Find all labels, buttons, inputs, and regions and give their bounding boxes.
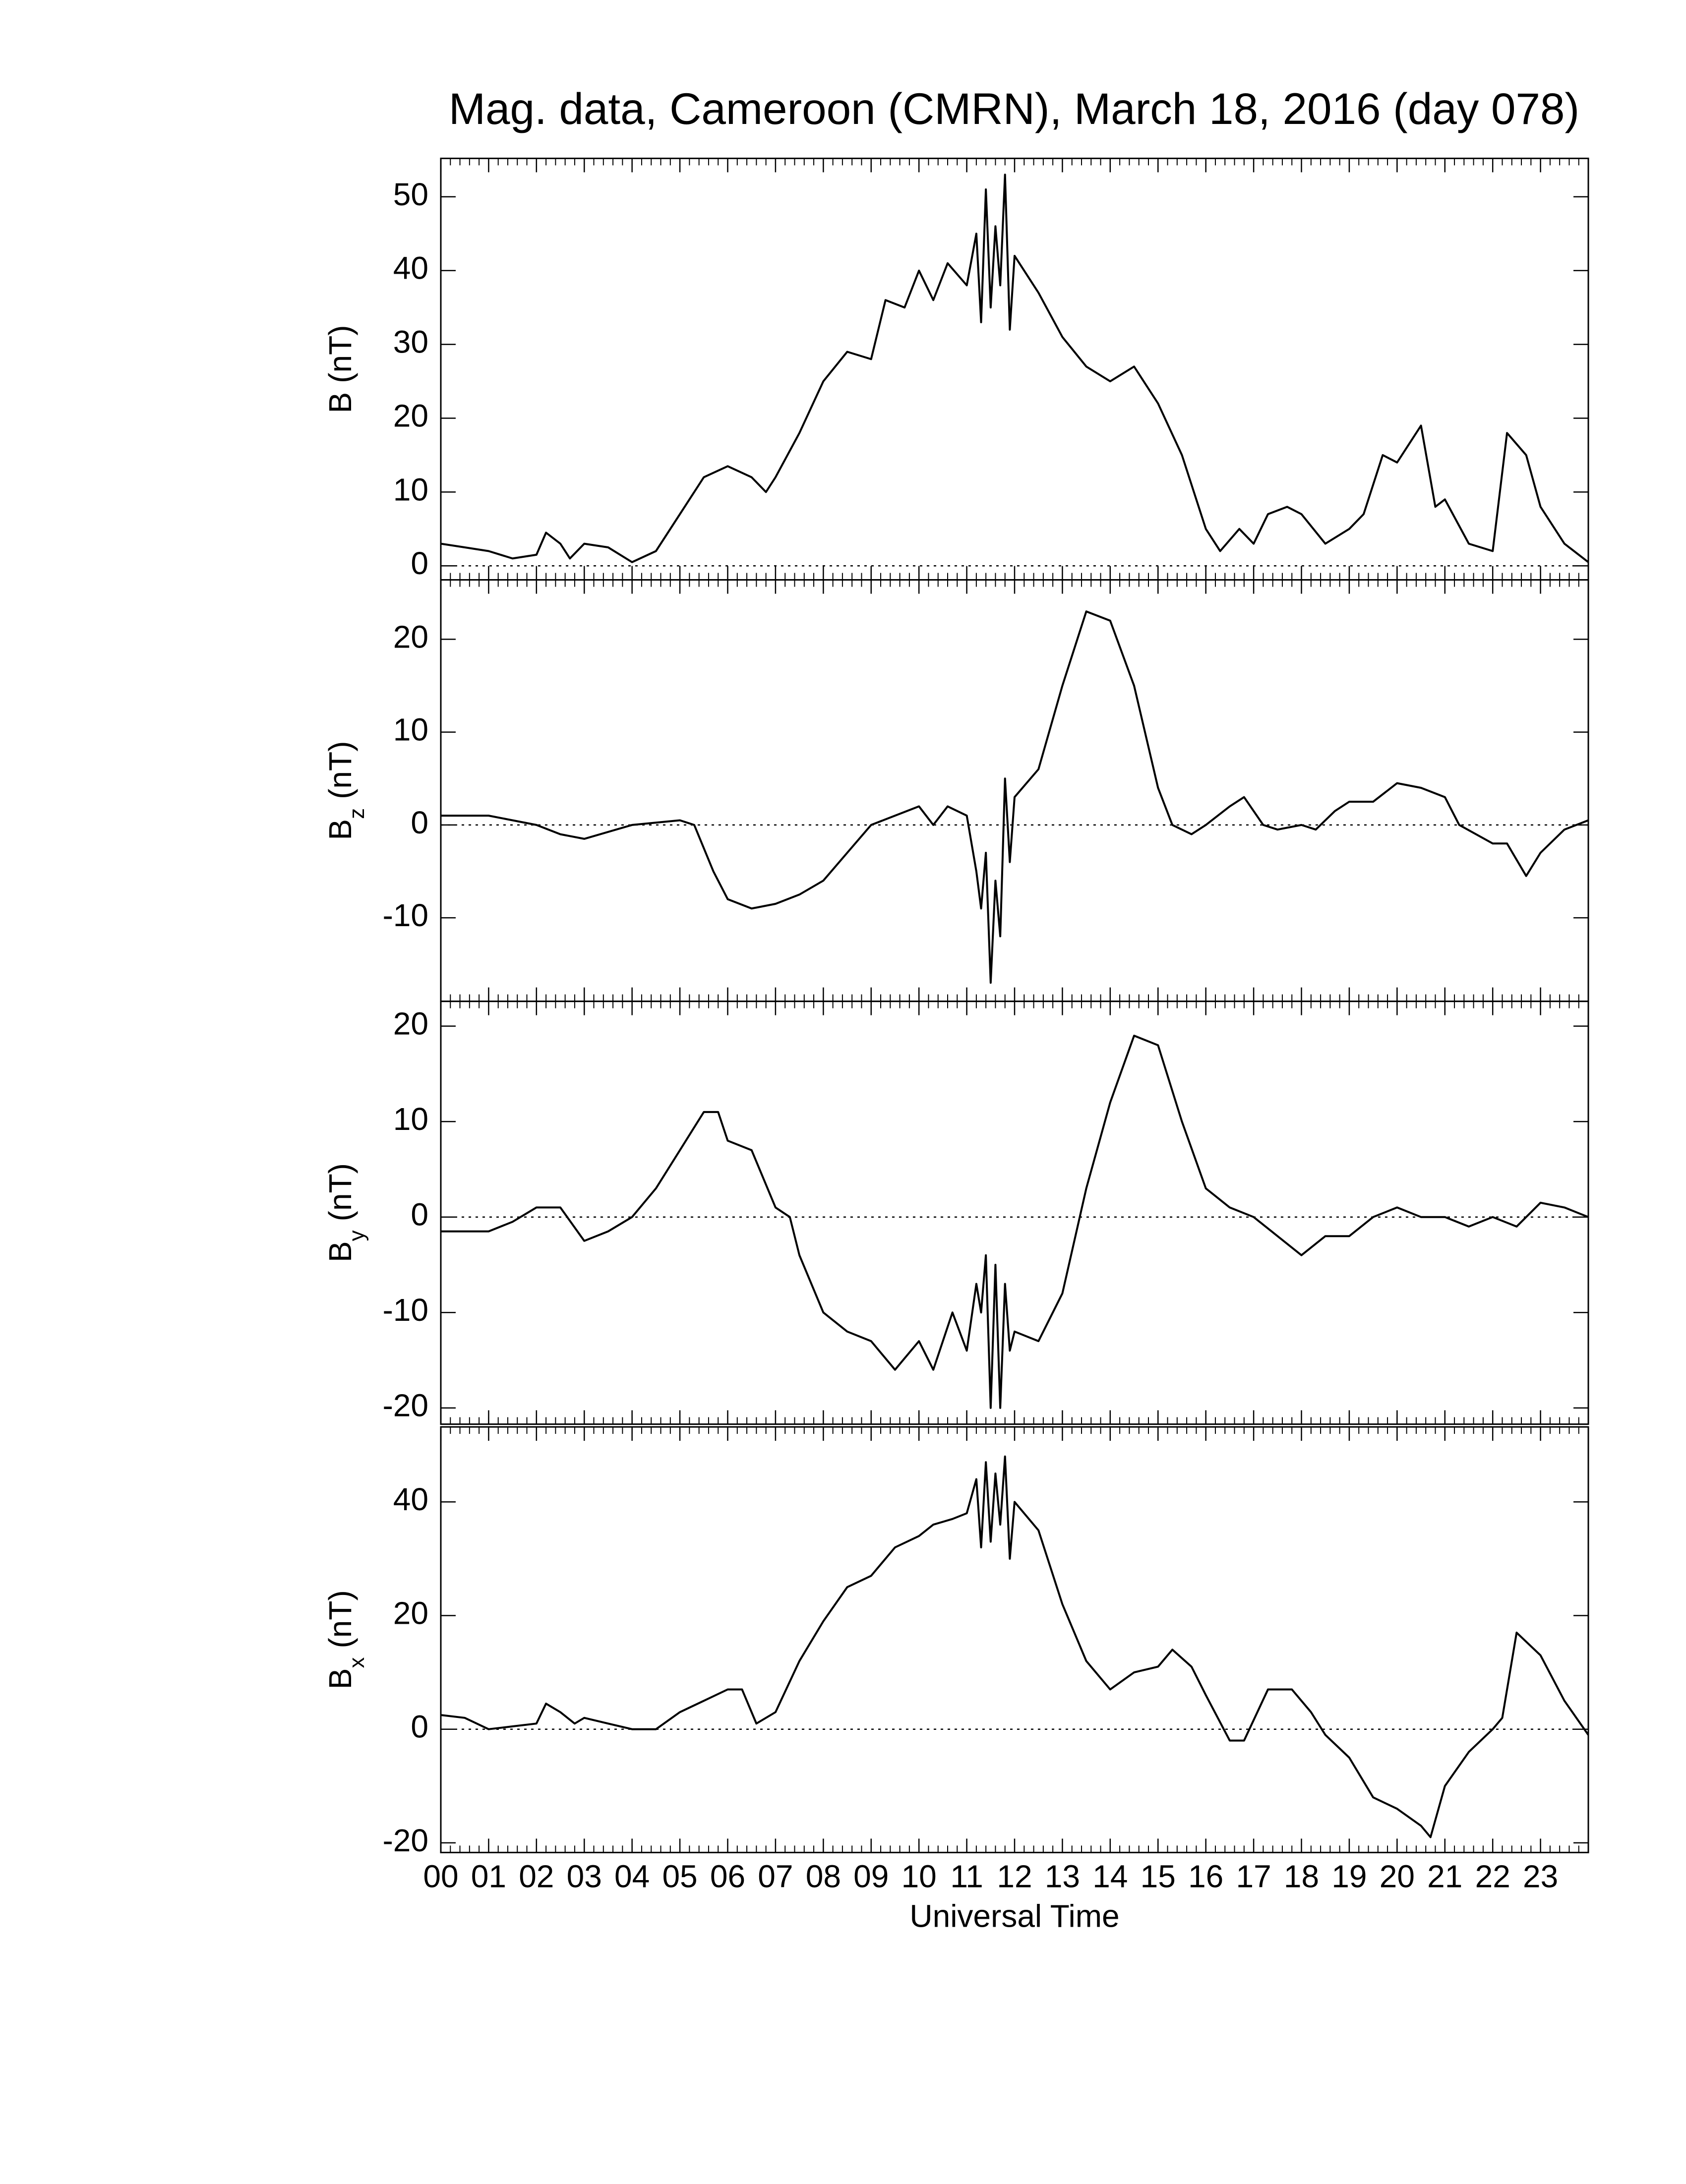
data-line <box>441 610 1589 984</box>
y-label-symbol: B <box>322 819 358 840</box>
y-tick-label: 0 <box>411 1709 428 1745</box>
y-tick-label: -10 <box>382 897 428 933</box>
y-axis-label: B (nT) <box>322 325 358 413</box>
plot-frame <box>440 1001 1589 1425</box>
x-tick-label: 21 <box>1427 1858 1462 1894</box>
x-tick-label: 09 <box>853 1858 889 1894</box>
y-tick-label: -20 <box>382 1823 428 1858</box>
y-tick-label: 10 <box>393 1101 428 1137</box>
x-tick-label: 16 <box>1188 1858 1223 1894</box>
x-tick-label: 00 <box>423 1858 458 1894</box>
x-tick-label: 11 <box>950 1858 983 1894</box>
y-label-subscript: x <box>345 1657 369 1668</box>
x-tick-label: 22 <box>1475 1858 1510 1894</box>
x-tick-label: 07 <box>758 1858 793 1894</box>
y-tick-label: 20 <box>393 1006 428 1042</box>
x-tick-label: 23 <box>1523 1858 1558 1894</box>
y-tick-label: 40 <box>393 250 428 286</box>
x-tick-label: 12 <box>997 1858 1032 1894</box>
data-line <box>441 1034 1589 1409</box>
y-label-unit: (nT) <box>322 1163 358 1221</box>
x-tick-label: 19 <box>1331 1858 1367 1894</box>
chart-title: Mag. data, Cameroon (CMRN), March 18, 20… <box>449 84 1579 133</box>
panel: -20 -10 0 10 20 By (nT) <box>322 1001 1589 1425</box>
x-tick-label: 02 <box>519 1858 554 1894</box>
y-label-subscript: y <box>345 1230 369 1241</box>
y-tick-label: 50 <box>393 177 428 212</box>
x-tick-label: 15 <box>1141 1858 1176 1894</box>
x-tick-label: 04 <box>614 1858 650 1894</box>
x-tick-label: 14 <box>1092 1858 1128 1894</box>
y-axis-label: Bz (nT) <box>322 741 369 840</box>
x-tick-label: 08 <box>806 1858 841 1894</box>
y-tick-label: 40 <box>393 1481 428 1517</box>
y-label-symbol: B <box>322 1668 358 1690</box>
x-tick-label: 03 <box>567 1858 602 1894</box>
panel: 0 10 20 30 40 50 B (nT) <box>322 157 1589 581</box>
y-axis-label: Bx (nT) <box>322 1590 369 1689</box>
y-tick-label: 10 <box>393 472 428 507</box>
plot-frame <box>440 157 1589 581</box>
x-axis-label: Universal Time <box>909 1898 1119 1934</box>
y-axis-label: By (nT) <box>322 1163 369 1262</box>
x-tick-label: 06 <box>710 1858 745 1894</box>
y-label-unit: (nT) <box>322 325 358 383</box>
y-tick-label: -20 <box>382 1388 428 1423</box>
x-tick-label: 10 <box>902 1858 937 1894</box>
y-tick-label: 20 <box>393 398 428 433</box>
y-tick-label: 30 <box>393 324 428 360</box>
x-tick-label: 17 <box>1236 1858 1271 1894</box>
y-tick-label: 20 <box>393 619 428 654</box>
y-tick-label: -10 <box>382 1292 428 1328</box>
data-line <box>440 1455 1589 1838</box>
panel: -10 0 10 20 Bz (nT) <box>322 579 1589 1003</box>
y-label-unit: (nT) <box>322 741 358 799</box>
x-tick-label: 18 <box>1284 1858 1319 1894</box>
y-label-subscript: z <box>345 808 369 819</box>
x-tick-label: 05 <box>662 1858 697 1894</box>
y-label-symbol: B <box>322 1241 358 1262</box>
plot-frame <box>440 1426 1589 1853</box>
plot-frame <box>440 579 1589 1003</box>
x-tick-label: 13 <box>1045 1858 1080 1894</box>
y-tick-label: 0 <box>411 805 428 840</box>
y-label-symbol: B <box>322 392 358 413</box>
x-tick-label: 01 <box>471 1858 506 1894</box>
x-tick-label: 20 <box>1380 1858 1415 1894</box>
y-tick-label: 0 <box>411 545 428 581</box>
data-line <box>440 174 1589 563</box>
y-tick-label: 10 <box>393 712 428 748</box>
y-tick-label: 20 <box>393 1595 428 1631</box>
y-tick-label: 0 <box>411 1197 428 1233</box>
panel: 00 01 02 03 04 05 06 07 08 09 10 11 12 13 14 15 16 17 18 19… <box>322 1426 1589 1934</box>
y-label-unit: (nT) <box>322 1590 358 1648</box>
